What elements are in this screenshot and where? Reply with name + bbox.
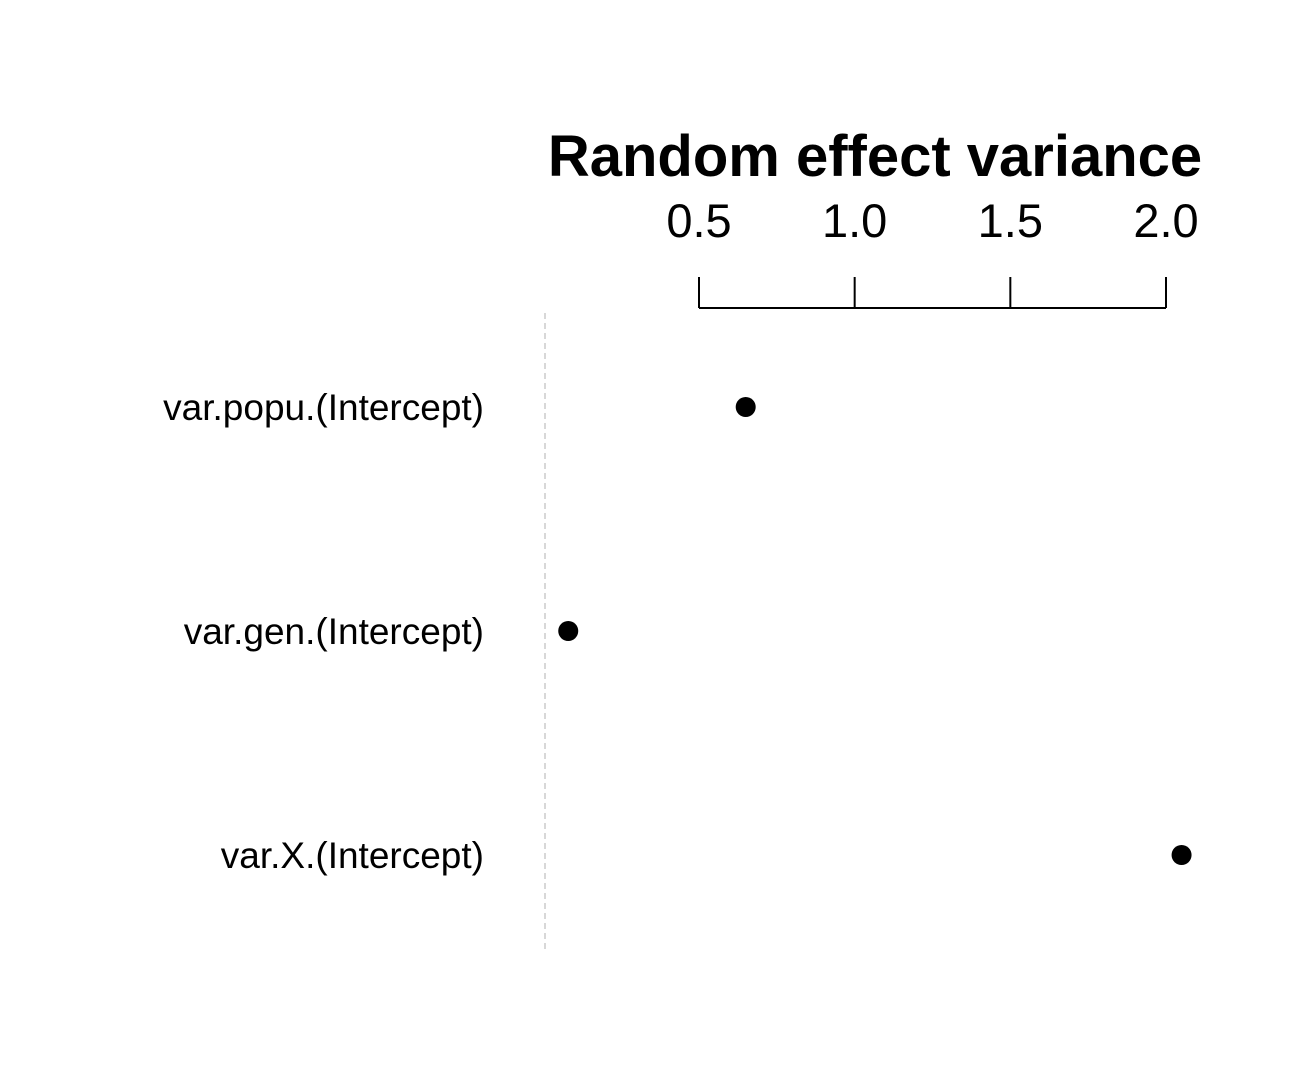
data-point bbox=[558, 621, 579, 641]
x-tick-label: 1.0 bbox=[822, 194, 887, 247]
category-label: var.X.(Intercept) bbox=[221, 835, 484, 876]
data-points bbox=[558, 397, 1192, 865]
x-tick-labels: 0.5 1.0 1.5 2.0 bbox=[666, 194, 1198, 247]
category-labels: var.popu.(Intercept) var.gen.(Intercept) v… bbox=[163, 387, 484, 876]
x-tick-label: 1.5 bbox=[978, 194, 1043, 247]
category-label: var.popu.(Intercept) bbox=[163, 387, 484, 428]
x-tick-label: 2.0 bbox=[1133, 194, 1198, 247]
x-tick-label: 0.5 bbox=[666, 194, 731, 247]
data-point bbox=[1171, 845, 1192, 865]
category-label: var.gen.(Intercept) bbox=[184, 611, 484, 652]
x-axis bbox=[698, 277, 1167, 309]
data-point bbox=[735, 397, 756, 417]
chart-title: Random effect variance bbox=[548, 124, 1202, 189]
